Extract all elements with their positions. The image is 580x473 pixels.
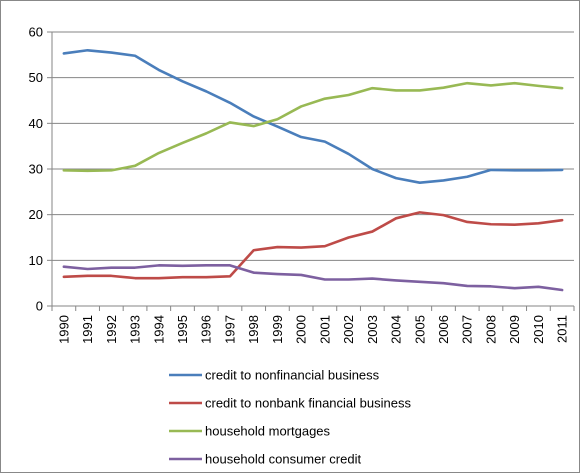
x-tick-label: 1997 [222,315,237,344]
y-tick-label: 20 [29,207,43,222]
y-tick-label: 10 [29,253,43,268]
x-tick-label: 2006 [436,315,451,344]
x-tick-label: 1993 [128,315,143,344]
y-tick-label: 40 [29,116,43,131]
series-line-2 [62,211,564,280]
series-line-1 [62,48,564,184]
x-tick-label: 1992 [104,315,119,344]
x-tick-label: 2005 [412,315,427,344]
legend: credit to nonfinancial business credit to… [169,368,411,467]
legend-label: household consumer credit [205,452,361,467]
axes [47,31,575,311]
x-tick-label: 2004 [389,315,404,344]
x-tick-label: 2002 [341,315,356,344]
gridlines [52,31,574,261]
x-tick-label: 2008 [483,315,498,344]
x-tick-label: 2003 [365,315,380,344]
x-tick-label: 2000 [294,315,309,344]
legend-label: credit to nonfinancial business [205,368,380,383]
y-tick-label: 0 [36,299,43,314]
series-line-4 [62,264,564,292]
y-tick-label: 30 [29,162,43,177]
x-tick-label: 1991 [80,315,95,344]
x-tick-label: 1999 [270,315,285,344]
x-tick-label: 1995 [175,315,190,344]
y-tick-label: 50 [29,70,43,85]
x-tick-label: 2010 [531,315,546,344]
x-tick-label: 1996 [199,315,214,344]
tick-labels: 0 10 20 30 40 50 60 1990 1991 1992 1993 1994 1995 199… [29,25,570,344]
legend-label: household mortgages [205,424,331,439]
series-lines [62,48,564,292]
x-tick-label: 2011 [555,315,570,343]
series-line-3 [62,81,564,173]
y-tick-label: 60 [29,25,43,40]
x-tick-label: 2009 [507,315,522,344]
x-tick-label: 1990 [56,315,71,344]
x-tick-label: 1998 [246,315,261,344]
legend-label: credit to nonbank financial business [205,396,411,411]
x-tick-label: 2007 [460,315,475,344]
x-tick-label: 2001 [317,315,332,344]
x-tick-label: 1994 [151,315,166,344]
